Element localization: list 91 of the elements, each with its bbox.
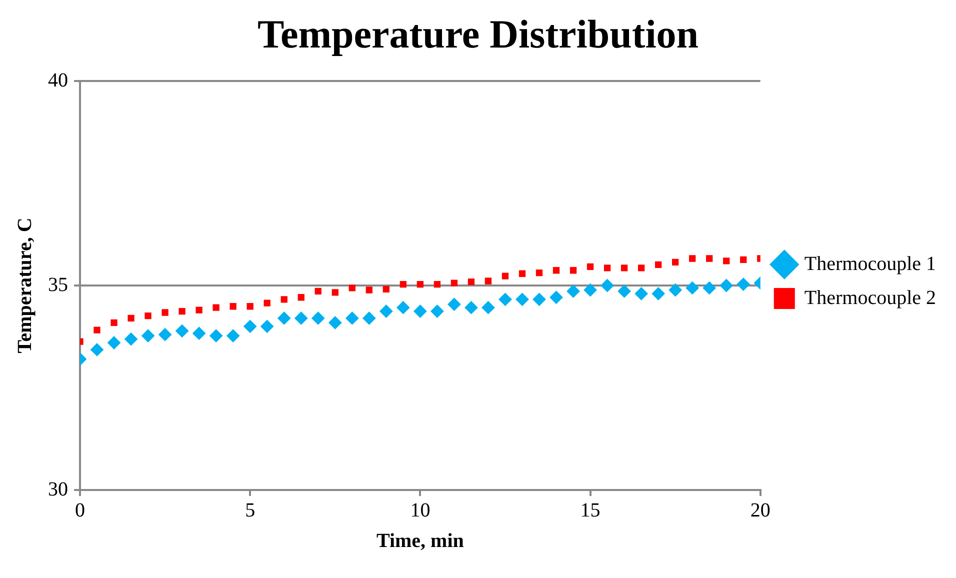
point: [362, 312, 376, 325]
point: [366, 286, 372, 294]
point: [600, 279, 614, 292]
point: [702, 281, 716, 294]
point: [382, 286, 390, 293]
point: [196, 306, 202, 314]
legend-label: Thermocouple 2: [804, 286, 936, 309]
point: [498, 292, 512, 306]
y-tick-label: 40: [48, 69, 68, 92]
point: [536, 269, 543, 276]
point: [672, 258, 679, 266]
point: [618, 284, 631, 298]
point: [162, 309, 168, 316]
point: [380, 304, 393, 318]
point: [124, 332, 138, 346]
point: [430, 304, 444, 318]
point: [400, 280, 407, 288]
x-tick-label: 0: [75, 499, 85, 522]
point: [638, 264, 645, 272]
point: [314, 288, 322, 295]
point: [736, 278, 750, 291]
point: [584, 284, 597, 296]
point: [280, 296, 288, 303]
point: [720, 279, 733, 292]
point: [294, 312, 308, 325]
point: [110, 319, 118, 326]
x-tick-label: 15: [580, 499, 600, 522]
point: [212, 304, 220, 311]
point: [298, 294, 304, 301]
point: [332, 289, 338, 296]
point: [244, 320, 257, 333]
point: [516, 292, 529, 306]
point: [552, 267, 560, 274]
point: [158, 328, 172, 342]
point: [586, 263, 594, 270]
point: [264, 300, 270, 306]
point: [260, 320, 274, 333]
point: [604, 264, 611, 272]
point: [434, 280, 441, 288]
point: [144, 312, 152, 320]
point: [448, 298, 461, 311]
point: [620, 264, 628, 272]
y-tick-label: 35: [48, 274, 68, 296]
point: [108, 336, 121, 350]
chart-title: Temperature Distribution: [257, 11, 699, 56]
point: [570, 267, 577, 274]
point: [532, 292, 546, 306]
point: [328, 316, 342, 330]
point: [230, 303, 236, 310]
point: [142, 329, 155, 342]
point: [502, 272, 509, 280]
x-axis-title: Time, min: [376, 530, 464, 552]
point: [178, 308, 186, 315]
point: [482, 301, 495, 314]
point: [192, 326, 206, 340]
point: [464, 301, 478, 314]
point: [94, 326, 100, 334]
point: [348, 284, 356, 292]
point: [128, 314, 134, 322]
point: [210, 329, 223, 342]
point: [396, 301, 410, 314]
point: [668, 284, 682, 296]
point: [689, 255, 696, 262]
legend-label: Thermocouple 1: [804, 252, 936, 275]
point: [468, 278, 475, 286]
point: [450, 280, 458, 286]
point: [246, 303, 254, 310]
point: [723, 258, 730, 264]
point: [226, 329, 240, 342]
point: [566, 284, 580, 298]
point: [634, 287, 648, 300]
point: [550, 290, 563, 304]
point: [414, 304, 427, 318]
point: [654, 261, 662, 268]
point: [686, 281, 699, 294]
point: [278, 312, 291, 325]
y-axis-title: Temperature, C: [14, 218, 36, 354]
point: [518, 270, 526, 277]
point: [416, 280, 424, 288]
x-tick-label: 20: [750, 499, 770, 522]
point: [740, 256, 747, 264]
x-tick-label: 10: [410, 499, 430, 522]
point: [706, 255, 713, 262]
point: [484, 278, 492, 284]
point: [652, 287, 665, 300]
y-tick-label: 30: [48, 478, 68, 500]
point: [90, 343, 104, 356]
point: [176, 324, 189, 338]
point: [346, 312, 359, 325]
x-tick-label: 5: [245, 499, 256, 522]
point: [312, 312, 325, 325]
